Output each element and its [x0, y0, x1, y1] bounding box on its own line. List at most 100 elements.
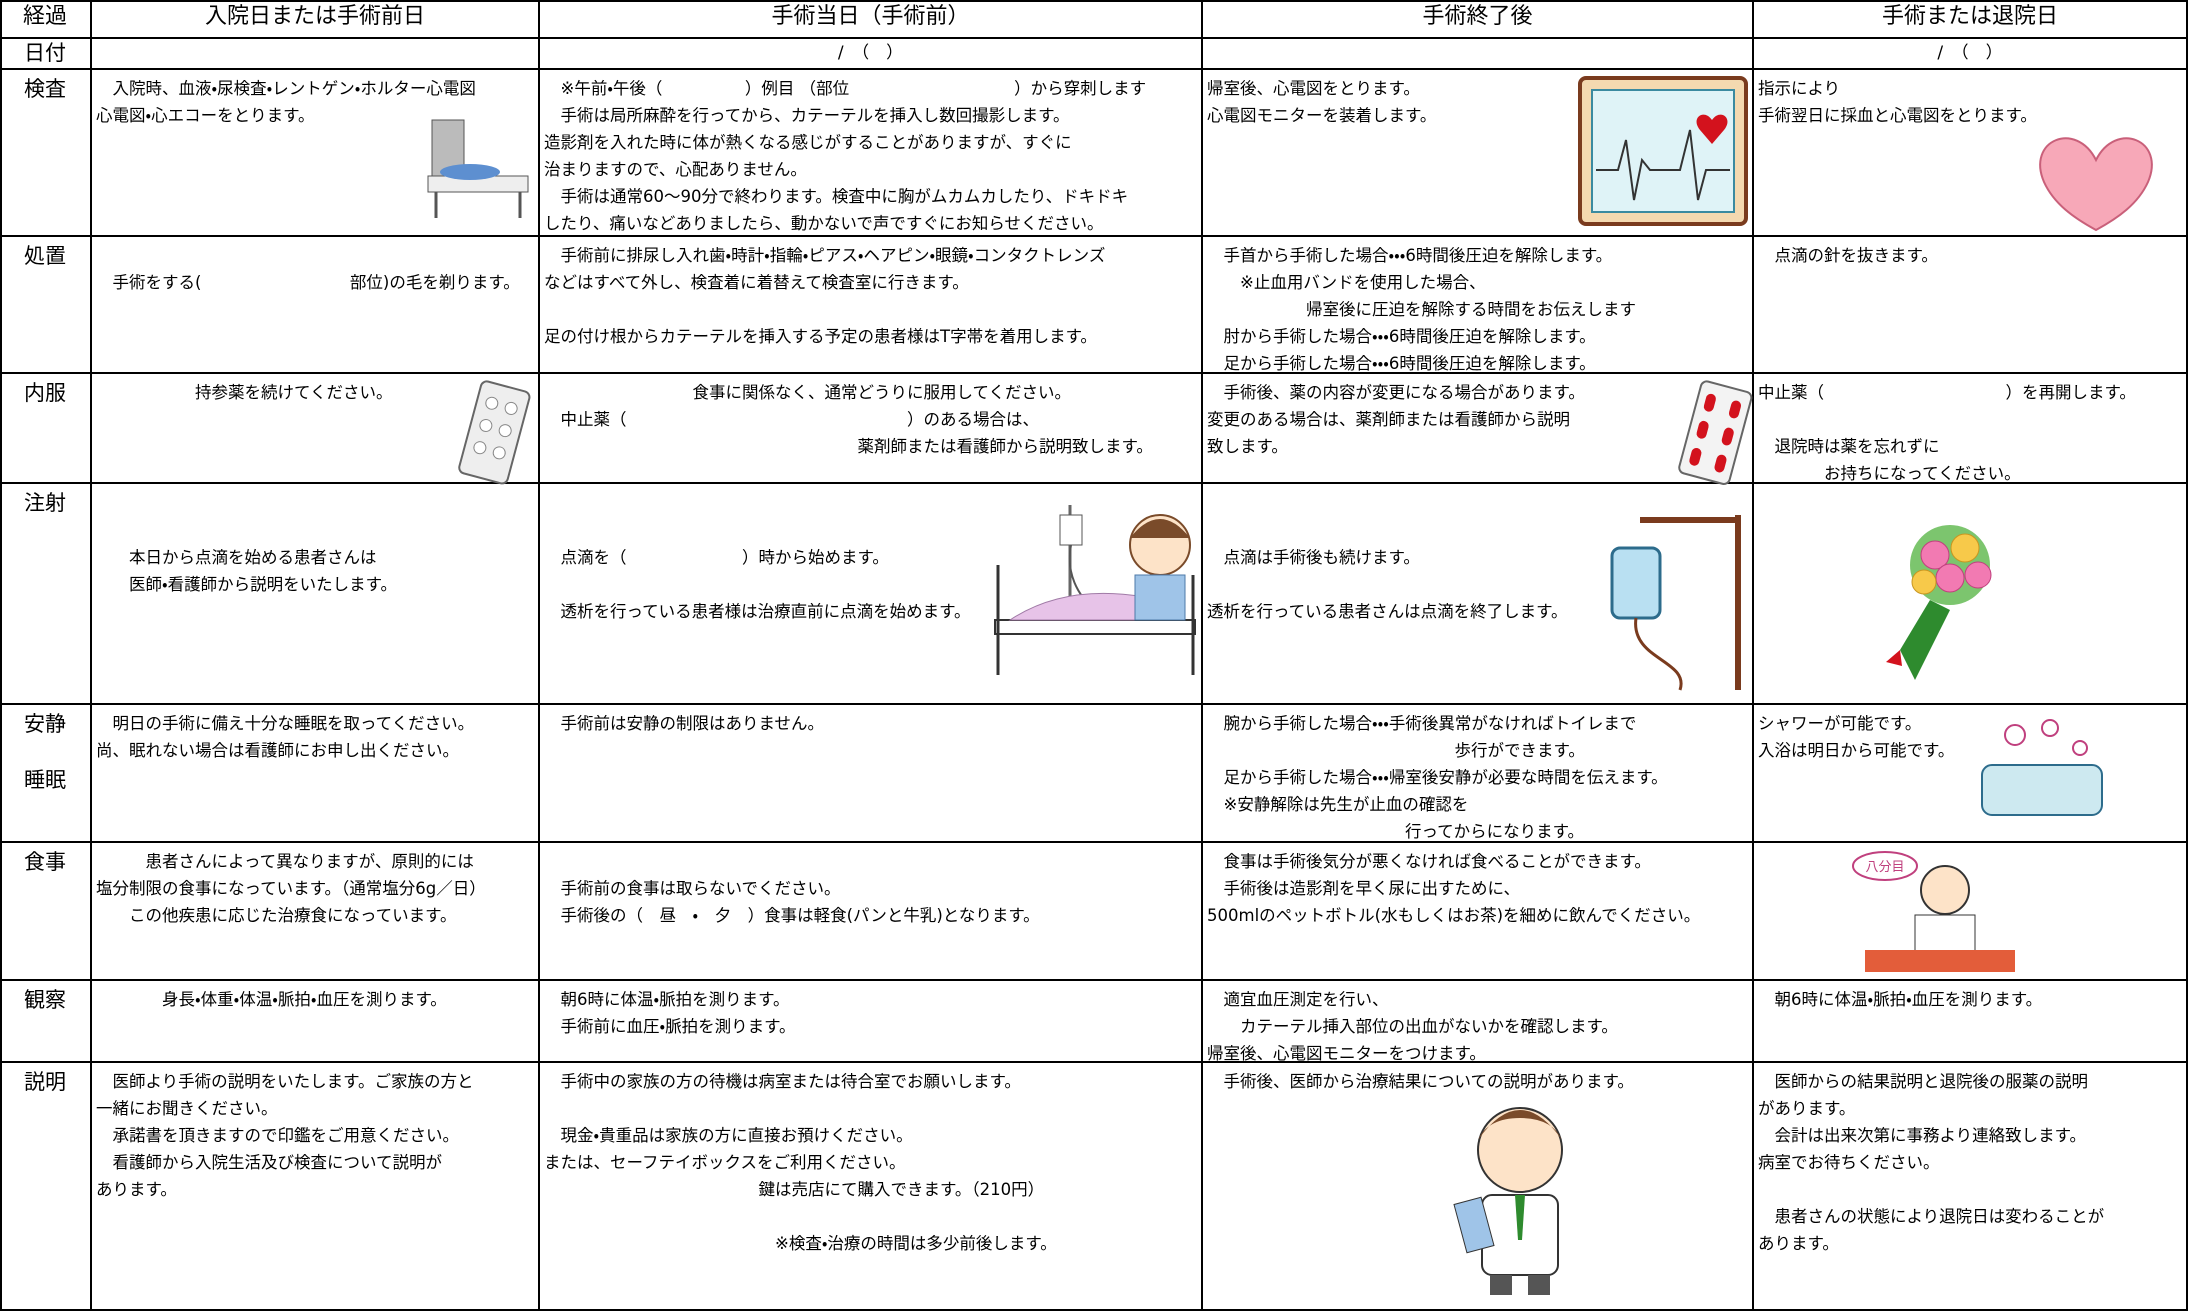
date-text: / （ ） — [1937, 43, 2003, 63]
header-text: 経過 — [22, 4, 67, 29]
paragraph: 手術前の食事は取らないでください。 手術後の（ 昼 ・ 夕 ）食事は軽食(パンと… — [544, 875, 1197, 929]
text-line: 食事は手術後気分が悪くなければ食べることができます。 — [1207, 852, 1651, 871]
cell: 指示により 手術翌日に採血と心電図をとります。 — [1754, 70, 2188, 237]
text-line: 塩分制限の食事になっています。（通常塩分6g／日） — [96, 879, 486, 898]
header-label: 経過 — [0, 0, 92, 39]
cell: 食事は手術後気分が悪くなければ食べることができます。 手術後は造影剤を早く尿に出… — [1203, 843, 1754, 981]
text-line: 会計は出来次第に事務より連絡致します。 — [1758, 1126, 2087, 1145]
date-cell — [92, 39, 540, 70]
paragraph: 持参薬を続けてください。 — [96, 379, 534, 406]
text-line: または、セーフテイボックスをご利用ください。 — [544, 1153, 906, 1172]
text-line: 手術をする( 部位)の毛を剃ります。 — [96, 273, 520, 292]
text-line: あります。 — [96, 1180, 177, 1199]
text-line: 手術は通常60～90分で終わります。検査中に胸がムカムカしたり、ドキドキ — [544, 187, 1129, 206]
cell: ※午前・午後（ ）例目 （部位 ）から穿刺します 手術は局所麻酔を行ってから、カ… — [540, 70, 1203, 237]
text-line: 手術後、医師から治療結果についての説明があります。 — [1207, 1072, 1634, 1091]
paragraph: 手術後、薬の内容が変更になる場合があります。 変更のある場合は、薬剤師または看護師… — [1207, 379, 1748, 460]
text-line: 肘から手術した場合・・・6時間後圧迫を解除します。 — [1207, 327, 1596, 346]
text-line: などはすべて外し、検査着に着替えて検査室に行きます。 — [544, 273, 969, 292]
cell — [1754, 843, 2188, 981]
row-label: 説明 — [0, 1063, 92, 1311]
text-line: 病室でお待ちください。 — [1758, 1153, 1940, 1172]
row-label: 観察 — [0, 981, 92, 1063]
text-line: 看護師から入院生活及び検査について説明が — [96, 1153, 443, 1172]
row-label-text: 注射 — [24, 491, 66, 515]
text-line: 行ってからになります。 — [1207, 822, 1585, 841]
text-line: 中止薬（ ）を再開します。 — [1758, 383, 2136, 402]
row-label-text: 睡眠 — [24, 768, 66, 792]
text-line: シャワーが可能です。 — [1758, 714, 1922, 733]
row-label-text: 安静 — [24, 712, 66, 736]
text-line: 足の付け根からカテーテルを挿入する予定の患者様はT字帯を着用します。 — [544, 327, 1097, 346]
row-label: 安静 睡眠 — [0, 705, 92, 843]
cell: シャワーが可能です。 入浴は明日から可能です。 — [1754, 705, 2188, 843]
cell: 手術前の食事は取らないでください。 手術後の（ 昼 ・ 夕 ）食事は軽食(パンと… — [540, 843, 1203, 981]
row-label-text: 検査 — [24, 77, 66, 101]
paragraph: 適宜血圧測定を行い、 カテーテル挿入部位の出血がないかを確認します。 帰室後、心電… — [1207, 986, 1748, 1063]
text-line: 帰室後、心電図モニターをつけます。 — [1207, 1044, 1486, 1063]
paragraph: 手術前は安静の制限はありません。 — [544, 710, 1197, 737]
text-line: この他疾患に応じた治療食になっています。 — [96, 906, 457, 925]
column-header: 入院日または手術前日 — [92, 0, 540, 39]
paragraph: 患者さんの状態により退院日は変わることが あります。 — [1758, 1203, 2182, 1257]
date-cell: / （ ） — [1754, 39, 2188, 70]
text-line: 500mlのペットボトル(水もしくはお茶)を細めに飲んでください。 — [1207, 906, 1701, 925]
paragraph: ※検査・治療の時間は多少前後します。 — [544, 1230, 1197, 1257]
text-line: 鍵は売店にて購入できます。（210円） — [544, 1180, 1045, 1199]
paragraph: 医師より手術の説明をいたします。ご家族の方と 一緒にお聞きください。 承諾書を頂き… — [96, 1068, 534, 1203]
paragraph: 患者さんによって異なりますが、原則的には 塩分制限の食事になっています。（通常塩分… — [96, 848, 534, 929]
cell: 手術をする( 部位)の毛を剃ります。 — [92, 237, 540, 374]
text-line: 患者さんの状態により退院日は変わることが — [1758, 1207, 2105, 1226]
paragraph: 手術後、医師から治療結果についての説明があります。 — [1207, 1068, 1748, 1095]
row-label-text: 食事 — [24, 850, 66, 874]
text-line: カテーテル挿入部位の出血がないかを確認します。 — [1207, 1017, 1618, 1036]
column-header: 手術当日（手術前） — [540, 0, 1203, 39]
column-header-text: 手術終了後 — [1422, 4, 1533, 29]
text-line: 朝6時に体温・脈拍・血圧を測ります。 — [1758, 990, 2043, 1009]
text-line: 点滴を（ ）時から始めます。 — [544, 548, 889, 567]
paragraph: シャワーが可能です。 入浴は明日から可能です。 — [1758, 710, 2182, 764]
text-line: 透析を行っている患者様は治療直前に点滴を始めます。 — [544, 602, 971, 621]
text-line: 適宜血圧測定を行い、 — [1207, 990, 1389, 1009]
cell: 帰室後、心電図をとります。 心電図モニターを装着します。 — [1203, 70, 1754, 237]
cell: 適宜血圧測定を行い、 カテーテル挿入部位の出血がないかを確認します。 帰室後、心電… — [1203, 981, 1754, 1063]
text-line: 朝6時に体温・脈拍を測ります。 — [544, 990, 790, 1009]
text-line: 致します。 — [1207, 437, 1288, 456]
text-line: 現金・貴重品は家族の方に直接お預けください。 — [544, 1126, 913, 1145]
text-line: ※検査・治療の時間は多少前後します。 — [544, 1234, 1057, 1253]
row-label-text: 内服 — [24, 381, 66, 405]
row-label-text: 観察 — [24, 988, 66, 1012]
text-line: 心電図モニターを装着します。 — [1207, 106, 1437, 125]
cell: 明日の手術に備え十分な睡眠を取ってください。 尚、眠れない場合は看護師にお申し出く… — [92, 705, 540, 843]
text-line: 指示により — [1758, 79, 1841, 98]
date-label: 日付 — [0, 39, 92, 70]
date-cell — [1203, 39, 1754, 70]
text-line: 薬剤師または看護師から説明致します。 — [544, 437, 1153, 456]
cell: 点滴を（ ）時から始めます。 透析を行っている患者様は治療直前に点滴を始めます。 — [540, 484, 1203, 705]
text-line: 医師・看護師から説明をいたします。 — [96, 575, 397, 594]
text-line: 一緒にお聞きください。 — [96, 1099, 278, 1118]
text-line: 点滴は手術後も続けます。 — [1207, 548, 1420, 567]
cell: 手術後、薬の内容が変更になる場合があります。 変更のある場合は、薬剤師または看護師… — [1203, 374, 1754, 484]
cell: 入院時、血液・尿検査・レントゲン・ホルター心電図 心電図・心エコーをとります。 — [92, 70, 540, 237]
text-line: 帰室後、心電図をとります。 — [1207, 79, 1420, 98]
cell — [1754, 484, 2188, 705]
text-line: 手術前に血圧・脈拍を測ります。 — [544, 1017, 796, 1036]
cell: 朝6時に体温・脈拍・血圧を測ります。 — [1754, 981, 2188, 1063]
paragraph: 本日から点滴を始める患者さんは 医師・看護師から説明をいたします。 — [96, 544, 534, 598]
cell: 持参薬を続けてください。 — [92, 374, 540, 484]
cell: 朝6時に体温・脈拍を測ります。 手術前に血圧・脈拍を測ります。 — [540, 981, 1203, 1063]
column-header: 手術または退院日 — [1754, 0, 2188, 39]
text-line: 医師からの結果説明と退院後の服薬の説明 — [1758, 1072, 2089, 1091]
text-line: 本日から点滴を始める患者さんは — [96, 548, 377, 567]
text-line: があります。 — [1758, 1099, 1856, 1118]
paragraph: 明日の手術に備え十分な睡眠を取ってください。 尚、眠れない場合は看護師にお申し出く… — [96, 710, 534, 764]
date-cell: / （ ） — [540, 39, 1203, 70]
text-line: 点滴の針を抜きます。 — [1758, 246, 1938, 265]
paragraph: 医師からの結果説明と退院後の服薬の説明 があります。 会計は出来次第に事務より連絡… — [1758, 1068, 2182, 1176]
cell: 手術後、医師から治療結果についての説明があります。 — [1203, 1063, 1754, 1311]
text-line: ※安静解除は先生が止血の確認を — [1207, 795, 1469, 814]
text-line: 身長・体重・体温・脈拍・血圧を測ります。 — [96, 990, 447, 1009]
row-label-text: 処置 — [24, 244, 66, 268]
